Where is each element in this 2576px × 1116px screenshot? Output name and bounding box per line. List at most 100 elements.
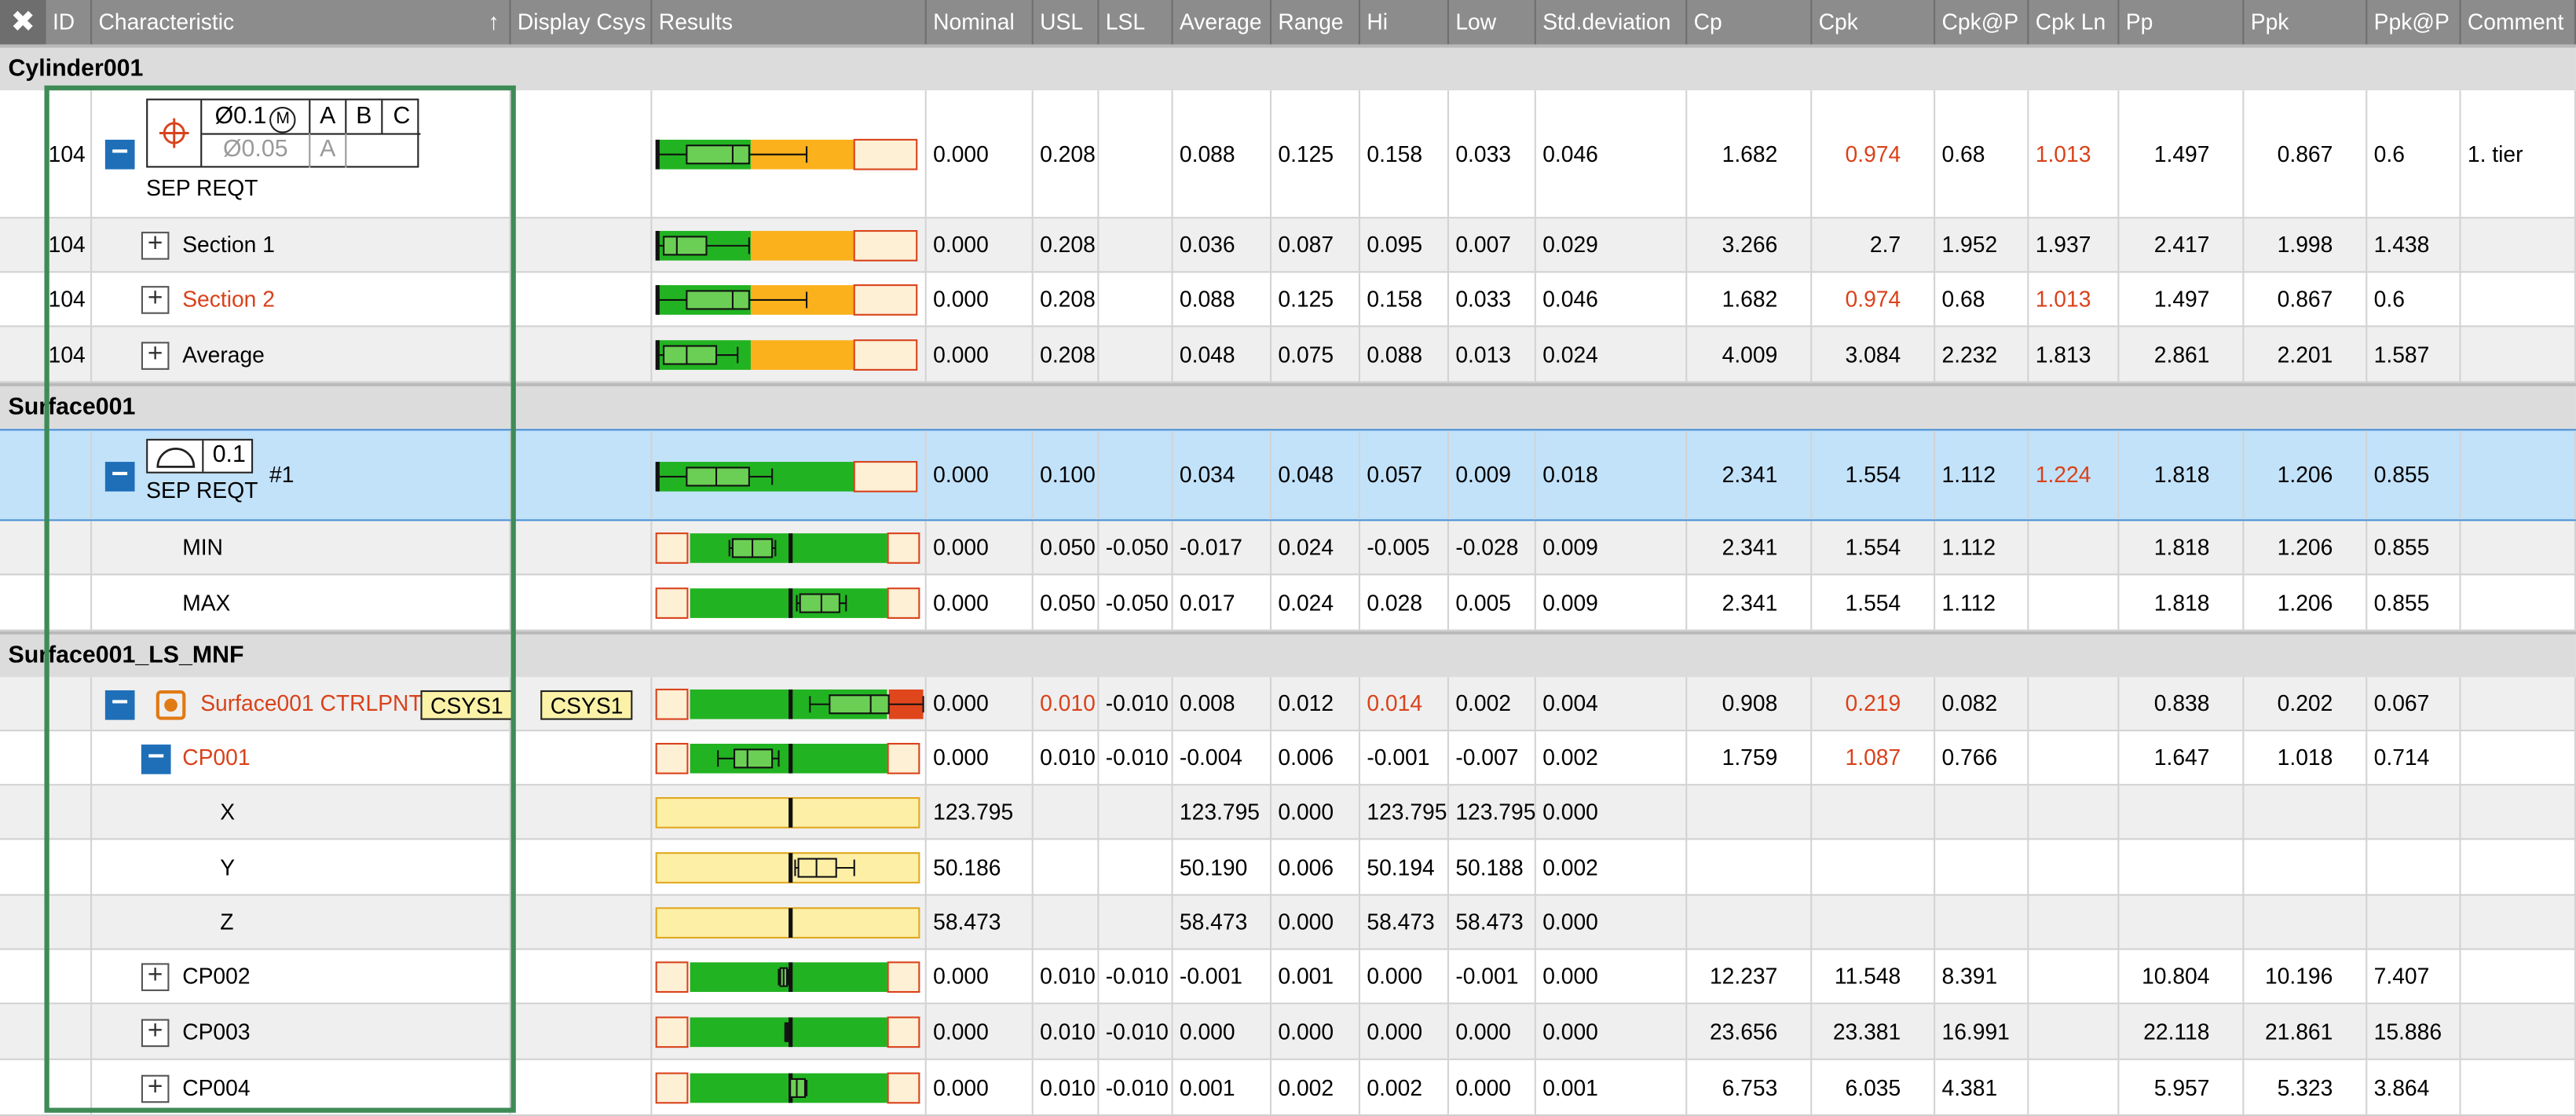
results-bar-graph bbox=[655, 961, 920, 993]
grid-settings-icon[interactable]: ✖ bbox=[0, 0, 46, 45]
cell-comment bbox=[2461, 840, 2576, 895]
cell-low: -0.001 bbox=[1449, 950, 1536, 1003]
cell-lsl: -0.010 bbox=[1099, 731, 1173, 785]
ppk-value: 1.206 bbox=[2277, 463, 2333, 488]
cell-lsl: -0.050 bbox=[1099, 521, 1173, 574]
row-surface-sep-reqt[interactable]: − 0.1 SEP REQT #1 0.000 0.100 0.034 0.048 0.05… bbox=[0, 429, 2576, 521]
row-x[interactable]: X 123.795 123.795 0.000 123.795 123.795 0.000 bbox=[0, 785, 2576, 840]
cell-hi: 0.095 bbox=[1360, 218, 1449, 272]
bar-out-of-tolerance bbox=[853, 339, 918, 371]
header-characteristic[interactable]: Characteristic bbox=[92, 0, 511, 45]
usl-value: 0.208 bbox=[1040, 232, 1096, 258]
range-value: 0.000 bbox=[1278, 909, 1334, 935]
cell-comment bbox=[2461, 273, 2576, 326]
expand-button[interactable]: + bbox=[141, 231, 170, 260]
cell-display-csys[interactable] bbox=[511, 430, 653, 520]
hi-value: 0.002 bbox=[1367, 1074, 1423, 1100]
header-comment[interactable]: Comment bbox=[2461, 0, 2576, 45]
header-lsl[interactable]: LSL bbox=[1099, 0, 1173, 45]
row-y[interactable]: Y 50.186 50.190 0.006 50.194 50.188 0.002 bbox=[0, 840, 2576, 896]
row-max[interactable]: MAX 0.000 0.050 -0.050 0.017 0.024 0.028 0.005 0… bbox=[0, 575, 2576, 631]
cell-cp: 3.266 bbox=[1687, 218, 1813, 272]
header-average[interactable]: Average bbox=[1173, 0, 1272, 45]
cell-display-csys[interactable] bbox=[511, 90, 653, 218]
header-ppk[interactable]: Ppk bbox=[2244, 0, 2368, 45]
header-std-deviation[interactable]: Std.deviation bbox=[1536, 0, 1688, 45]
header-ppk-at-p[interactable]: Ppk@P bbox=[2367, 0, 2461, 45]
cell-display-csys[interactable] bbox=[511, 575, 653, 630]
header-display-csys[interactable]: Display Csys bbox=[511, 0, 653, 45]
cell-display-csys[interactable] bbox=[511, 950, 653, 1003]
cell-display-csys[interactable] bbox=[511, 273, 653, 326]
cell-display-csys[interactable] bbox=[511, 785, 653, 839]
cell-std: 0.000 bbox=[1536, 785, 1688, 839]
cell-ppk: 0.867 bbox=[2244, 90, 2368, 218]
row-section-2[interactable]: 104 + Section 2 0.000 0.208 0.088 0.125 0.158 0.… bbox=[0, 273, 2576, 327]
row-cp001[interactable]: − CP001 0.000 0.010 -0.010 -0.004 0.006 -0.001-… bbox=[0, 731, 2576, 786]
group-row-surface001[interactable]: Surface001 bbox=[0, 382, 2576, 430]
cell-display-csys[interactable]: CSYS1 bbox=[511, 677, 653, 730]
header-cp[interactable]: Cp bbox=[1687, 0, 1813, 45]
hi-value: 0.057 bbox=[1367, 463, 1423, 488]
cell-cpkln bbox=[2029, 731, 2120, 785]
header-id[interactable]: ID bbox=[46, 0, 93, 45]
header-hi[interactable]: Hi bbox=[1360, 0, 1449, 45]
cell-cpk: 2.7 bbox=[1812, 218, 1936, 272]
cell-display-csys[interactable] bbox=[511, 521, 653, 574]
cell-display-csys[interactable] bbox=[511, 1059, 653, 1114]
header-cpk[interactable]: Cpk bbox=[1812, 0, 1936, 45]
hi-value: 0.014 bbox=[1367, 691, 1423, 716]
cell-display-csys[interactable] bbox=[511, 327, 653, 382]
collapse-button[interactable]: − bbox=[141, 741, 171, 774]
row-cp002[interactable]: + CP002 0.000 0.010 -0.010 -0.001 0.001 0.000 -0… bbox=[0, 950, 2576, 1004]
cell-cpkp: 2.232 bbox=[1935, 327, 2029, 382]
row-min[interactable]: MIN 0.000 0.050 -0.050 -0.017 0.024 -0.005 -0.0… bbox=[0, 521, 2576, 576]
cell-display-csys[interactable] bbox=[511, 895, 653, 949]
cell-display-csys[interactable] bbox=[511, 1004, 653, 1059]
expand-button[interactable]: + bbox=[141, 340, 170, 369]
std-value: 0.009 bbox=[1542, 590, 1598, 615]
row-cp004[interactable]: + CP004 0.000 0.010 -0.010 0.001 0.002 0.002 0.0… bbox=[0, 1059, 2576, 1116]
expand-button[interactable]: + bbox=[141, 285, 170, 314]
row-surface001-ctrlpnts[interactable]: − Surface001 CTRLPNTs CSYS1 CSYS1 0.000 0.010… bbox=[0, 677, 2576, 732]
row-average[interactable]: 104 + Average 0.000 0.208 0.048 0.075 0.088 0.01… bbox=[0, 327, 2576, 383]
cpk-value: 23.381 bbox=[1832, 1019, 1901, 1044]
cell-ppkp: 1.438 bbox=[2367, 218, 2461, 272]
collapse-button[interactable]: − bbox=[104, 459, 135, 492]
cell-characteristic: Y bbox=[92, 840, 511, 895]
cpk-value: 2.7 bbox=[1869, 232, 1901, 258]
cell-characteristic: Z bbox=[92, 895, 511, 949]
collapse-button[interactable]: − bbox=[104, 137, 135, 170]
cell-cp: 2.341 bbox=[1687, 430, 1813, 520]
id-value: 104 bbox=[48, 342, 86, 367]
lsl-value: -0.010 bbox=[1105, 964, 1169, 989]
header-results[interactable]: Results bbox=[652, 0, 927, 45]
row-cylinder-sep-reqt[interactable]: 104− Ø0.1 M A B C Ø0.05 A SEP REQT 0.000 0.… bbox=[0, 90, 2576, 219]
row-section-1[interactable]: 104 + Section 1 0.000 0.208 0.036 0.087 0.095 0.… bbox=[0, 218, 2576, 273]
ppkp-value: 1.438 bbox=[2373, 232, 2430, 258]
header-cpk-ln[interactable]: Cpk Ln bbox=[2029, 0, 2120, 45]
display-csys-value[interactable]: CSYS1 bbox=[540, 689, 633, 719]
bar-warning-zone bbox=[750, 340, 854, 370]
header-cpk-at-p[interactable]: Cpk@P bbox=[1935, 0, 2029, 45]
expand-button[interactable]: + bbox=[141, 962, 170, 991]
group-row-surface001-ls-mnf[interactable]: Surface001_LS_MNF bbox=[0, 631, 2576, 678]
header-pp[interactable]: Pp bbox=[2119, 0, 2245, 45]
header-usl[interactable]: USL bbox=[1034, 0, 1100, 45]
std-value: 0.000 bbox=[1542, 799, 1598, 825]
ppk-value: 1.206 bbox=[2277, 590, 2333, 615]
header-range[interactable]: Range bbox=[1272, 0, 1361, 45]
low-value: 0.013 bbox=[1455, 342, 1512, 367]
cell-display-csys[interactable] bbox=[511, 840, 653, 895]
header-low[interactable]: Low bbox=[1449, 0, 1536, 45]
row-cp003[interactable]: + CP003 0.000 0.010 -0.010 0.000 0.000 0.000 0.0… bbox=[0, 1004, 2576, 1060]
collapse-button[interactable]: − bbox=[104, 686, 135, 719]
expand-button[interactable]: + bbox=[141, 1017, 170, 1047]
expand-button[interactable]: + bbox=[141, 1074, 170, 1103]
cell-display-csys[interactable] bbox=[511, 218, 653, 272]
group-row-cylinder001[interactable]: Cylinder001 bbox=[0, 44, 2576, 91]
header-nominal[interactable]: Nominal bbox=[927, 0, 1034, 45]
bar-target-marker bbox=[789, 588, 793, 618]
row-z[interactable]: Z 58.473 58.473 0.000 58.473 58.473 0.000 bbox=[0, 895, 2576, 950]
cell-display-csys[interactable] bbox=[511, 731, 653, 785]
